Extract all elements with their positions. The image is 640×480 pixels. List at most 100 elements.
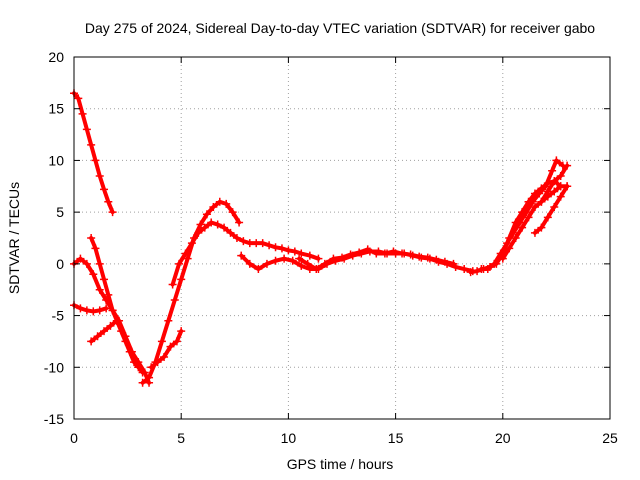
data-point (466, 268, 475, 277)
data-point (134, 363, 143, 372)
data-point (297, 249, 306, 258)
data-point (82, 125, 91, 134)
data-point (498, 254, 507, 263)
data-point (460, 265, 469, 274)
data-point (297, 261, 306, 270)
data-point (157, 337, 166, 346)
data-point (346, 250, 355, 259)
data-point (104, 290, 113, 299)
data-point (130, 358, 139, 367)
data-point (175, 259, 184, 268)
y-tick-label: 0 (56, 256, 64, 272)
data-point (147, 363, 156, 372)
data-point (138, 368, 147, 377)
data-point (372, 249, 381, 258)
series-band (532, 184, 570, 235)
data-point (232, 234, 241, 242)
data-point (320, 259, 329, 268)
data-point (398, 249, 407, 258)
data-point (338, 253, 346, 262)
data-point (258, 239, 267, 248)
data-point (106, 321, 115, 330)
data-point (550, 177, 559, 186)
y-tick-label: 10 (48, 152, 64, 168)
series-arc-3 (70, 301, 111, 316)
data-point (168, 280, 177, 289)
data-point (164, 316, 173, 325)
data-point (235, 218, 244, 227)
data-point (423, 253, 432, 262)
data-point (303, 259, 312, 268)
y-tick-label: -5 (52, 308, 65, 324)
data-point (563, 161, 572, 170)
chart-title: Day 275 of 2024, Sidereal Day-to-day VTE… (85, 20, 595, 36)
series-band (479, 158, 565, 272)
data-point (530, 202, 539, 211)
data-point (187, 239, 196, 248)
data-point (226, 228, 235, 237)
data-point (91, 156, 100, 165)
data-point (305, 251, 314, 260)
data-point (543, 187, 552, 196)
data-point (515, 218, 524, 227)
data-point (220, 223, 229, 232)
data-point (505, 244, 514, 253)
data-point (245, 259, 254, 268)
series-arc-15 (537, 161, 572, 206)
data-point (177, 327, 186, 336)
data-point (95, 306, 104, 315)
data-point (89, 270, 98, 279)
data-point (552, 156, 561, 165)
series-arc-12 (477, 156, 567, 274)
data-point (183, 254, 192, 263)
data-point (265, 241, 274, 250)
y-tick-label: 5 (56, 204, 64, 220)
data-point (76, 254, 85, 263)
data-point (112, 316, 121, 325)
data-point (541, 182, 550, 191)
data-point (160, 352, 169, 361)
data-point (100, 275, 109, 284)
data-point (528, 197, 537, 206)
data-point (87, 337, 96, 346)
series-band (72, 91, 115, 215)
data-point (153, 358, 162, 367)
series-arc-14 (530, 182, 572, 237)
data-point (254, 265, 263, 274)
data-point (95, 171, 104, 180)
data-point (117, 327, 126, 336)
y-axis-label: SDTVAR / TECUs (6, 182, 22, 294)
data-point (537, 197, 546, 206)
x-tick-label: 0 (70, 430, 78, 446)
data-point (145, 373, 154, 382)
data-point (228, 208, 237, 217)
data-point (511, 234, 520, 242)
data-point (389, 247, 398, 256)
data-point (440, 257, 449, 266)
data-point (222, 199, 231, 208)
data-point (363, 245, 372, 254)
data-point (181, 249, 190, 258)
y-tick-label: 15 (48, 101, 64, 117)
data-point (239, 237, 248, 246)
data-point (290, 247, 299, 256)
data-point (121, 337, 130, 346)
data-point (543, 213, 552, 222)
y-tick-label: -10 (44, 359, 64, 375)
x-tick-label: 15 (388, 430, 404, 446)
data-point (194, 228, 203, 237)
data-point (280, 254, 289, 263)
data-point (329, 254, 338, 263)
data-point (473, 267, 482, 276)
data-point (530, 228, 539, 237)
data-point (355, 248, 364, 257)
data-point (108, 208, 117, 217)
series-arc-1 (70, 89, 117, 217)
y-tick-label: -15 (44, 411, 64, 427)
data-point (556, 171, 565, 180)
series-arc-5 (87, 316, 121, 346)
data-point (288, 256, 297, 265)
data-point (550, 202, 559, 211)
data-point (82, 306, 91, 315)
